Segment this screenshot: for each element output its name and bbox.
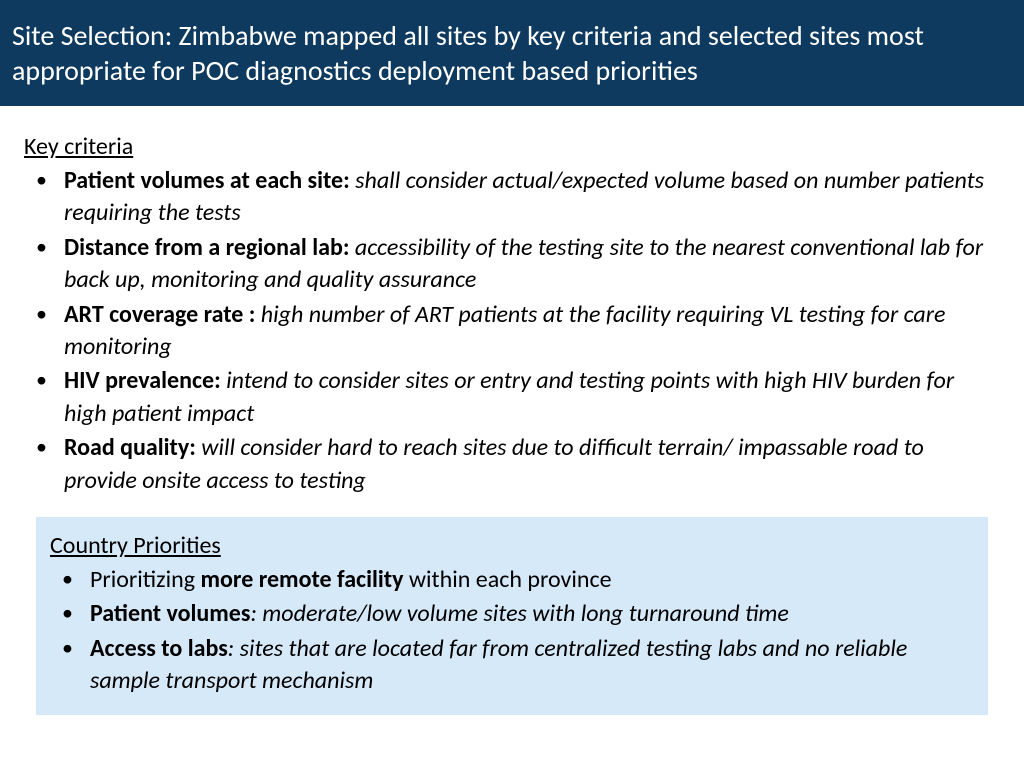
country-priorities-heading: Country Priorities [50, 531, 974, 560]
item-prefix: Prioritizing [90, 565, 201, 594]
item-bold: more remote facility [201, 565, 404, 594]
key-criteria-list: Patient volumes at each site: shall cons… [24, 165, 1000, 497]
key-criteria-section: Key criteria Patient volumes at each sit… [24, 132, 1000, 497]
list-item: Patient volumes at each site: shall cons… [24, 165, 1000, 230]
list-item: Access to labs: sites that are located f… [50, 633, 974, 698]
list-item: Road quality: will consider hard to reac… [24, 432, 1000, 497]
slide-header: Site Selection: Zimbabwe mapped all site… [0, 0, 1024, 106]
item-suffix: within each province [403, 565, 611, 594]
country-priorities-box: Country Priorities Prioritizing more rem… [36, 517, 988, 716]
list-item: ART coverage rate : high number of ART p… [24, 299, 1000, 364]
list-item: Patient volumes: moderate/low volume sit… [50, 598, 974, 630]
item-label: Patient volumes [90, 599, 250, 628]
item-label: Distance from a regional lab: [64, 233, 349, 262]
item-label: Road quality: [64, 433, 196, 462]
list-item: Prioritizing more remote facility within… [50, 564, 974, 596]
list-item: HIV prevalence: intend to consider sites… [24, 365, 1000, 430]
item-desc: : moderate/low volume sites with long tu… [250, 599, 788, 628]
list-item: Distance from a regional lab: accessibil… [24, 232, 1000, 297]
item-label: HIV prevalence: [64, 366, 221, 395]
item-label: Access to labs [90, 634, 228, 663]
item-label: ART coverage rate : [64, 300, 255, 329]
slide-content: Key criteria Patient volumes at each sit… [0, 106, 1024, 725]
item-label: Patient volumes at each site: [64, 166, 350, 195]
country-priorities-list: Prioritizing more remote facility within… [50, 564, 974, 698]
slide-title: Site Selection: Zimbabwe mapped all site… [12, 18, 924, 88]
key-criteria-heading: Key criteria [24, 132, 1000, 161]
